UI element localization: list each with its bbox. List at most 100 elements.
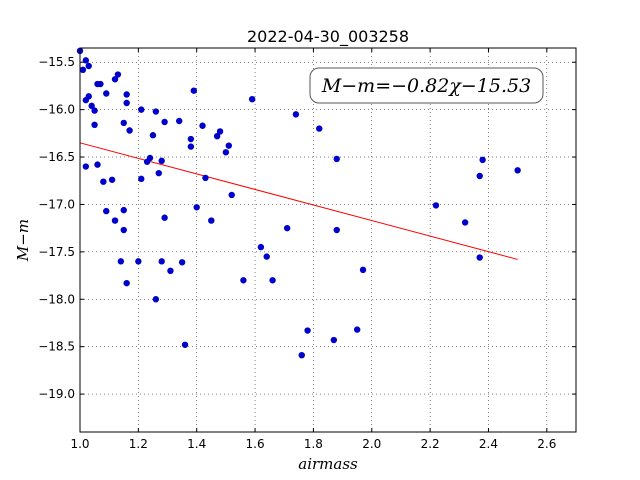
data-point (292, 111, 300, 118)
data-point (432, 202, 440, 209)
data-point (117, 258, 125, 265)
x-tick-label: 1.0 (70, 437, 89, 451)
data-point (178, 259, 186, 266)
data-point (79, 66, 87, 74)
y-tick-label: −18.5 (38, 340, 75, 354)
data-point (316, 125, 323, 132)
data-point (126, 127, 133, 134)
data-point (123, 91, 130, 98)
data-point (88, 102, 95, 110)
data-point (476, 254, 483, 261)
data-points (76, 47, 521, 359)
data-point (108, 176, 116, 183)
axis-ticks: 1.0 1.2 1.4 1.6 1.8 2.0 2.2 2.4 2.6 −15.5 −16.0 −16… (38, 48, 576, 451)
data-point (298, 352, 305, 359)
data-point (263, 253, 270, 260)
data-point (100, 178, 107, 185)
data-point (181, 341, 189, 348)
data-point (333, 226, 340, 234)
data-point (94, 161, 101, 168)
data-point (111, 76, 119, 83)
data-point (353, 326, 361, 333)
y-tick-label: −16.0 (38, 103, 75, 117)
data-point (333, 155, 340, 163)
fit-equation: M−m=−0.82χ−15.53 (321, 75, 531, 97)
data-point (222, 149, 230, 156)
y-tick-label: −17.5 (38, 245, 75, 259)
data-point (82, 57, 90, 64)
data-point (190, 87, 197, 94)
data-point (193, 204, 200, 211)
data-point (120, 226, 127, 234)
data-point (85, 62, 92, 70)
data-point (91, 107, 98, 114)
data-point (304, 327, 311, 334)
data-point (158, 258, 165, 265)
data-point (158, 157, 165, 165)
x-tick-label: 1.6 (246, 437, 265, 451)
fit-line-layer (79, 142, 518, 260)
data-point (359, 266, 367, 274)
data-point (103, 207, 110, 215)
data-point (97, 80, 104, 88)
data-point (167, 267, 174, 275)
x-tick-label: 1.2 (129, 437, 148, 451)
x-tick-label: 1.4 (187, 437, 206, 451)
data-point (202, 174, 209, 182)
data-point (240, 277, 247, 284)
data-point (149, 132, 157, 139)
data-point (135, 258, 142, 265)
fit-equation-frame (309, 67, 544, 104)
data-point (91, 121, 98, 128)
data-point (479, 156, 486, 164)
data-point (514, 167, 521, 174)
plot-frame (79, 47, 577, 433)
data-point (269, 277, 276, 284)
x-tick-label: 2.4 (479, 437, 498, 451)
data-point (120, 119, 127, 127)
data-point (82, 163, 90, 170)
data-point (123, 279, 130, 287)
y-tick-label: −15.5 (38, 55, 75, 69)
grid (79, 48, 576, 432)
x-axis-label: airmass (298, 455, 358, 473)
data-point (187, 135, 195, 143)
data-point (103, 90, 110, 97)
data-point (283, 224, 291, 232)
y-axis-label: M−m (14, 219, 32, 262)
data-point (111, 217, 119, 224)
data-point (152, 108, 160, 115)
data-point (138, 175, 145, 183)
x-tick-label: 2.0 (362, 437, 381, 451)
data-point (176, 117, 183, 125)
data-point (161, 214, 168, 221)
data-point (208, 217, 215, 224)
data-point (216, 128, 224, 135)
data-point (114, 71, 122, 78)
x-tick-label: 2.2 (421, 437, 440, 451)
data-point (257, 243, 265, 251)
data-point (85, 93, 92, 100)
data-point (225, 142, 232, 149)
x-tick-label: 2.6 (537, 437, 556, 451)
fit-line (79, 142, 518, 260)
data-point (123, 99, 130, 107)
data-point (199, 122, 206, 129)
fit-equation-box: M−m=−0.82χ−15.53 (309, 67, 544, 104)
data-point (476, 172, 483, 180)
y-tick-label: −17.0 (38, 197, 75, 211)
data-point (228, 191, 235, 199)
x-tick-label: 1.8 (304, 437, 323, 451)
data-point (461, 219, 469, 226)
data-point (146, 154, 154, 162)
data-point (161, 118, 168, 126)
data-point (155, 169, 162, 177)
y-tick-label: −18.0 (38, 292, 75, 306)
data-point (152, 296, 160, 303)
y-tick-label: −16.5 (38, 150, 75, 164)
data-point (330, 336, 338, 344)
data-point (213, 132, 221, 140)
data-point (187, 143, 195, 150)
y-tick-label: −19.0 (38, 387, 75, 401)
